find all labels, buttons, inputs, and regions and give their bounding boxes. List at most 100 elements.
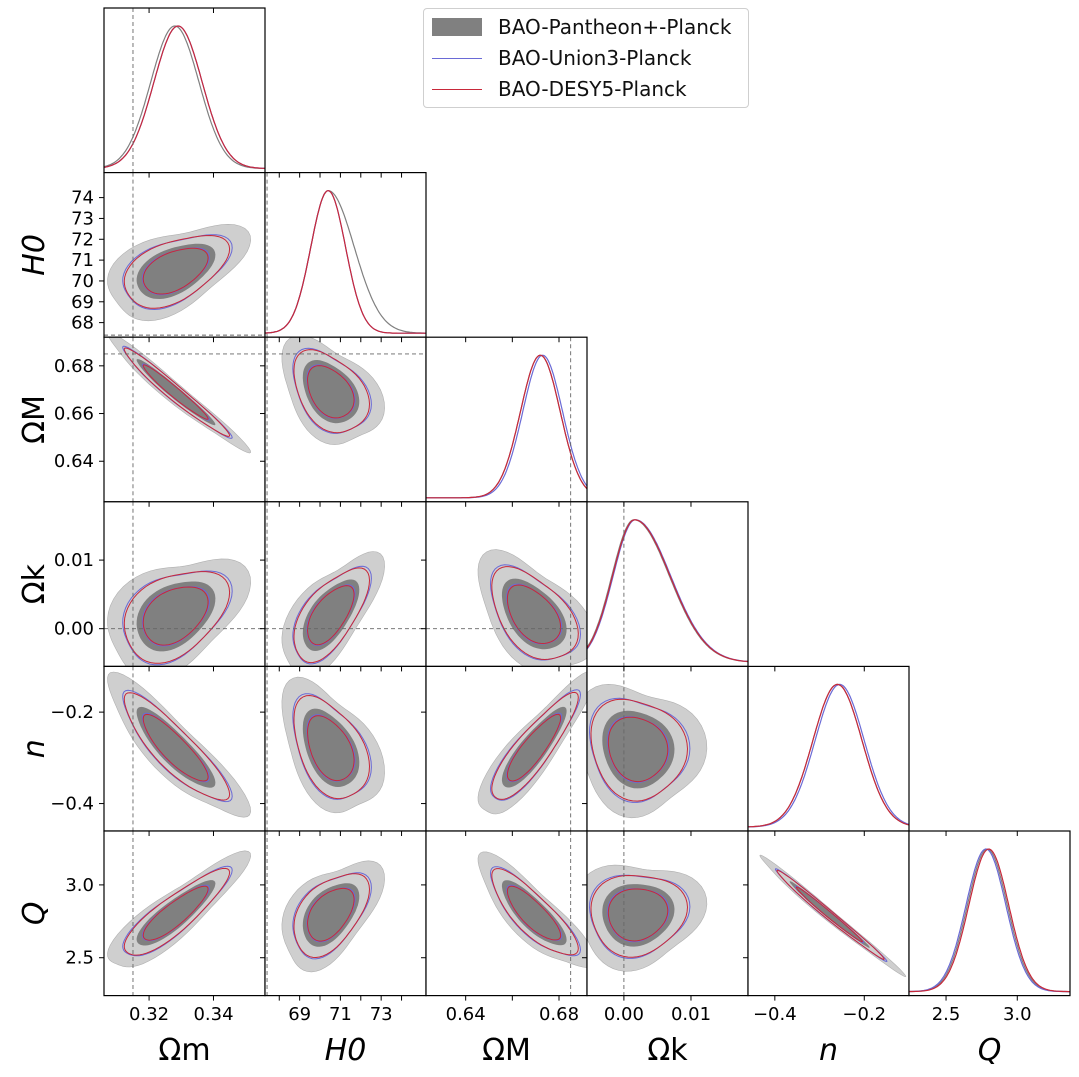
legend-label-union3: BAO-Union3-Planck [498,46,692,70]
y-tick-label: −0.4 [50,794,94,815]
panel-content [477,666,587,831]
panel-content [748,683,909,828]
panel-content [265,337,426,502]
contour-pantheon-68 [136,581,216,652]
panel-Q-vs-Omega_k [582,830,749,1001]
contour-BAO-DESY5-Planck-68 [142,364,209,420]
panel-content [266,666,385,831]
y-axis-label-n: n [17,739,52,758]
panel-Q-vs-Q [908,830,1071,1001]
x-tick-label: 2.5 [932,1004,961,1025]
x-tick-label: −0.2 [842,1004,886,1025]
y-tick-label: 68 [71,313,94,334]
legend-entry-desy5: BAO-DESY5-Planck [432,75,687,103]
contour-BAO-DESY5-Planck-95 [776,869,885,961]
panel-frame [908,830,1071,997]
x-tick-label: 69 [288,1004,311,1025]
contour-BAO-DESY5-Planck-68 [142,247,209,295]
contour-BAO-DESY5-Planck-68 [607,888,669,942]
panel-content [587,831,708,996]
panel-n-vs-Omega_m [99,665,266,836]
y-tick-label: 3.0 [65,875,94,896]
panel-content [587,666,708,831]
panel-content [104,8,265,173]
panel-Omega_M-vs-Omega_M [425,336,588,507]
panel-Q-vs-Omega_M [421,830,588,1001]
panel-content [266,831,385,996]
panel-content [477,831,587,996]
legend: BAO-Pantheon+-Planck BAO-Union3-Planck B… [423,8,749,108]
panel-content [426,501,587,667]
y-tick-label: 0.00 [54,619,94,640]
panel-Omega_m-vs-Omega_m [103,7,266,178]
contour-BAO-DESY5-Planck-68 [142,586,209,646]
contour-BAO-DESY5-Planck-68 [306,887,355,942]
panel-content [107,831,252,996]
y-tick-label: 0.68 [54,356,94,377]
x-tick-label: 0.00 [604,1004,644,1025]
panel-Omega_k-vs-H0 [260,501,427,672]
x-axis-label-Q: Q [978,1033,1002,1068]
panel-n-vs-Omega_k [582,665,749,836]
contour-BAO-DESY5-Planck-95 [123,571,231,664]
panel-content [587,501,748,667]
marginal-curve-BAO-DESY5-Planck [587,519,748,663]
marginal-curve-BAO-Pantheon+-Planck [104,25,265,170]
contour-BAO-DESY5-Planck-68 [506,713,562,782]
x-axis-label-Omega_M: ΩM [482,1033,531,1068]
panel-content [104,172,265,338]
contour-BAO-DESY5-Planck-68 [795,886,863,943]
y-tick-label: 0.01 [54,550,94,571]
contour-pantheon-68 [302,883,360,947]
contour-pantheon-68 [136,243,216,299]
contour-BAO-DESY5-Planck-95 [293,873,371,959]
contour-BAO-DESY5-Planck-95 [491,691,579,800]
y-tick-label: −0.2 [50,702,94,723]
contour-pantheon-68 [602,710,675,789]
x-tick-label: 3.0 [1003,1004,1032,1025]
panel-content [265,501,426,667]
marginal-curve-BAO-Union3-Planck [748,683,909,828]
contour-BAO-DESY5-Planck-68 [142,713,209,782]
y-tick-label: 72 [71,229,94,250]
x-tick-label: 0.32 [129,1004,169,1025]
x-tick-label: −0.4 [753,1004,797,1025]
contour-pantheon-68 [136,359,216,426]
y-tick-label: 70 [71,271,94,292]
contour-BAO-DESY5-Planck-95 [293,567,371,664]
y-axis-label-Omega_k: Ωk [17,563,52,604]
x-tick-label: 0.64 [446,1004,486,1025]
x-tick-label: 0.68 [539,1004,579,1025]
y-axis-label-Q: Q [17,901,52,925]
contour-BAO-DESY5-Planck-95 [123,234,231,309]
contour-BAO-DESY5-Planck-68 [306,365,355,419]
contour-BAO-DESY5-Planck-95 [590,874,689,958]
contour-pantheon-68 [501,880,567,946]
panel-background [426,337,587,502]
panel-Omega_k-vs-Omega_M [421,501,588,672]
panel-Q-vs-Omega_m [99,830,266,1001]
panel-content [104,501,265,667]
panel-background [909,831,1070,996]
panel-Omega_k-vs-Omega_k [586,501,749,672]
x-axis-label-H0: H0 [325,1033,367,1068]
marginal-curve-BAO-DESY5-Planck [909,848,1070,993]
panel-n-vs-n [747,665,910,836]
panel-n-vs-Omega_M [421,665,588,836]
panel-background [104,8,265,173]
panel-content [909,848,1070,993]
x-tick-label: 0.34 [193,1004,233,1025]
panel-n-vs-H0 [260,665,427,836]
contour-BAO-DESY5-Planck-68 [607,716,669,783]
panel-content [104,337,265,502]
panel-background [587,501,748,667]
legend-swatch-union3 [432,49,482,67]
panel-background [265,172,426,338]
panel-H0-vs-H0 [264,172,427,343]
x-tick-label: 71 [329,1004,352,1025]
contour-BAO-DESY5-Planck-95 [590,698,689,802]
panel-Q-vs-n [743,830,910,1001]
legend-entry-union3: BAO-Union3-Planck [432,44,691,72]
panel-background [748,666,909,831]
